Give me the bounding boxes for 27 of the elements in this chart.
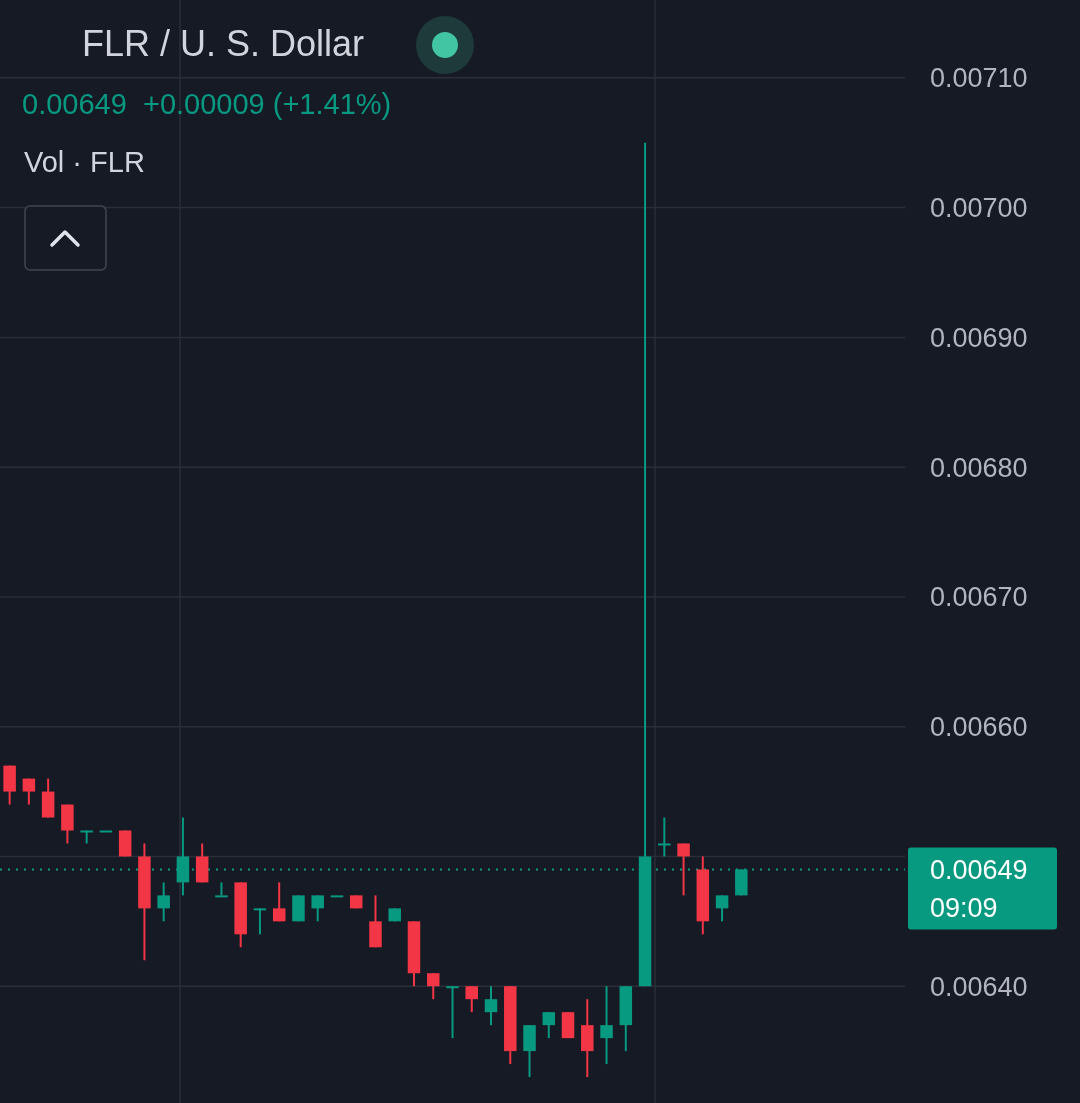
y-tick-label: 0.00710 [930, 63, 1028, 94]
ref-line-label: 0.00649 [930, 854, 1028, 885]
text: 0.00649 +0.00009 (+1.41%) [22, 88, 392, 120]
annotation: Vol · FLR [24, 146, 145, 178]
candlestick [427, 972, 440, 1001]
candlestick [677, 842, 690, 897]
text: FLR / U. S. Dollar [82, 23, 365, 64]
candlestick [157, 881, 170, 923]
y-tick-label: 0.00640 [930, 971, 1028, 1002]
candlestick [542, 1011, 556, 1040]
candlestick [215, 881, 228, 898]
candlestick [446, 985, 459, 1040]
candlestick [311, 894, 324, 923]
candlestick [484, 985, 498, 1027]
candlestick [465, 985, 479, 1014]
text: 09:09 [930, 892, 998, 923]
y-tick-label: 0.00690 [930, 322, 1028, 353]
candlestick [600, 985, 613, 1066]
y-tick-label: 0.00670 [930, 582, 1028, 613]
candlestick [253, 907, 267, 936]
candlestick [272, 881, 286, 923]
candlestick [715, 894, 729, 923]
y-tick-label: 0.00680 [930, 452, 1028, 483]
y-tick-label: 0.00660 [930, 712, 1028, 743]
candlestick [22, 777, 36, 806]
y-tick-label: 0.00700 [930, 193, 1028, 224]
candlestick [658, 816, 671, 858]
